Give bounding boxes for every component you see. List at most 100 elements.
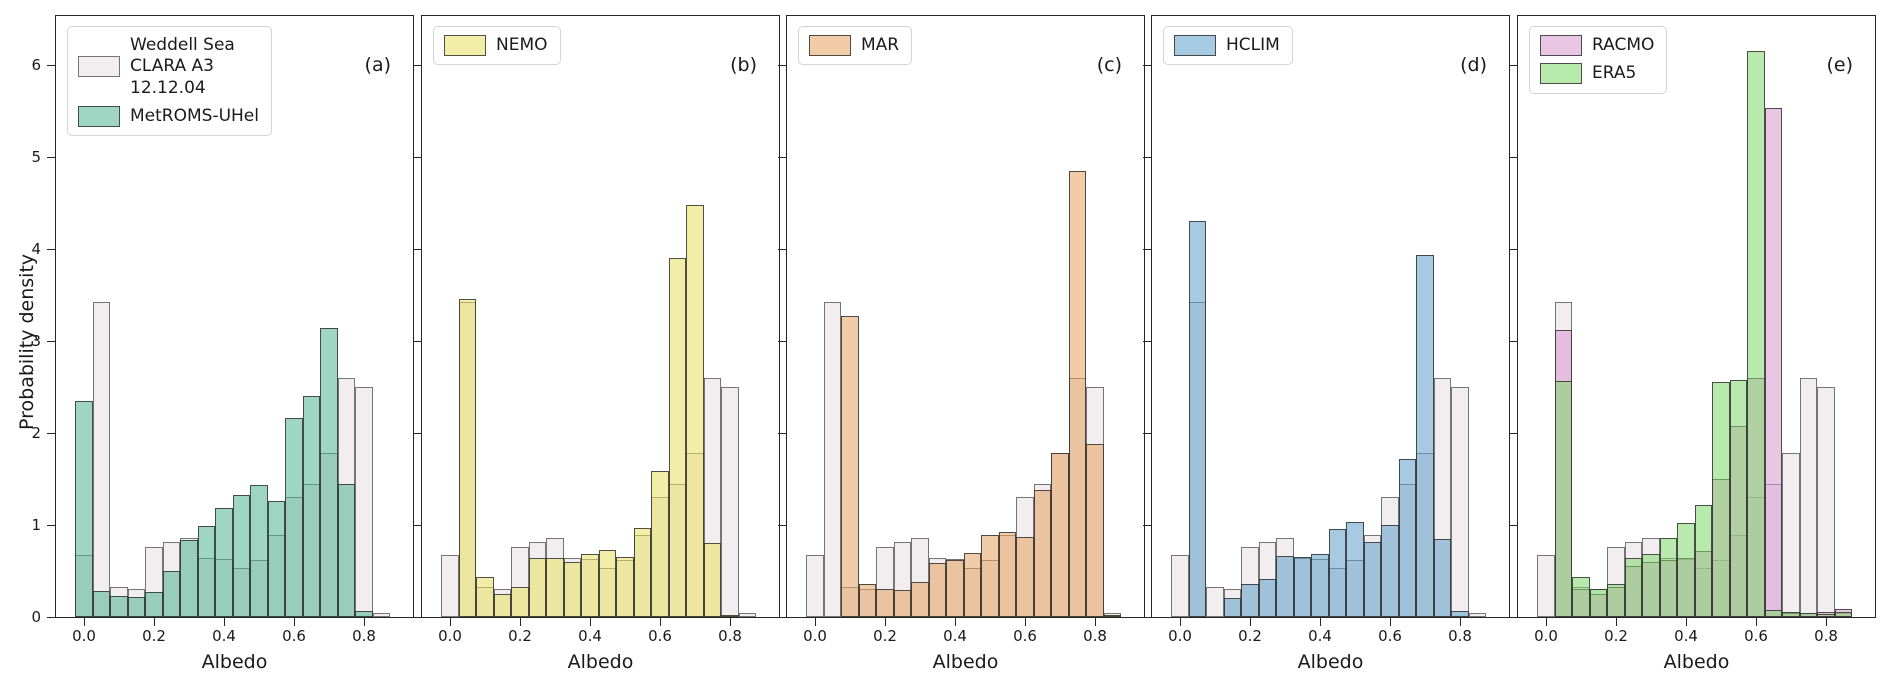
hclim-bar <box>1276 556 1294 617</box>
legend-entry-mar: MAR <box>809 35 899 57</box>
y-tick <box>1143 432 1151 434</box>
metroms-uhel-bar <box>75 400 93 617</box>
clara-legend-patch-icon <box>78 56 120 78</box>
y-tick <box>1509 64 1517 66</box>
clara-bar <box>721 386 739 617</box>
era5-bar <box>1589 589 1608 617</box>
x-tick <box>1546 618 1547 626</box>
clara-bar <box>1782 453 1800 617</box>
x-tick-label: 0.4 <box>1674 627 1698 645</box>
mar-bar <box>858 583 877 617</box>
x-tick <box>520 618 521 626</box>
clara-bar <box>92 302 111 617</box>
x-tick <box>224 618 225 626</box>
nemo-bar <box>651 470 669 617</box>
metroms-uhel-bar <box>250 485 268 617</box>
y-tick <box>778 248 786 250</box>
hclim-bar <box>1258 579 1277 617</box>
x-tick-label: 0.6 <box>282 627 306 645</box>
y-tick-label: 0 <box>31 608 41 626</box>
era5-bar <box>1747 50 1765 617</box>
mar-bar <box>911 582 929 617</box>
clara-bar <box>1171 555 1189 617</box>
nemo-bar <box>476 576 494 617</box>
x-tick-label: 0.8 <box>718 627 742 645</box>
x-tick-label: 0.2 <box>1238 627 1262 645</box>
metroms-uhel-bar <box>110 595 128 617</box>
x-tick-label: 0.8 <box>1448 627 1472 645</box>
clara-bar <box>806 555 824 617</box>
y-tick <box>413 64 421 66</box>
y-tick <box>1509 340 1517 342</box>
y-tick <box>1143 617 1151 618</box>
y-tick <box>1143 340 1151 342</box>
x-tick <box>1756 618 1757 626</box>
x-tick <box>885 618 886 626</box>
metroms-uhel-bar <box>92 591 111 617</box>
x-tick-label: 0.0 <box>1168 627 1192 645</box>
legend-label: ERA5 <box>1592 63 1637 84</box>
x-axis-label: Albedo <box>1663 651 1730 673</box>
y-tick <box>1509 432 1517 434</box>
x-tick <box>660 618 661 626</box>
era5-bar <box>1624 558 1643 617</box>
legend-entry-nemo: NEMO <box>444 35 548 57</box>
mar-bar <box>981 535 999 617</box>
metroms-uhel-legend-patch-icon <box>78 105 120 127</box>
era5-bar <box>1659 537 1678 617</box>
x-tick <box>1460 618 1461 626</box>
x-tick-label: 0.6 <box>1013 627 1037 645</box>
metroms-uhel-bar <box>215 508 233 617</box>
x-axis-label: Albedo <box>567 651 634 673</box>
metroms-uhel-bar <box>197 525 216 617</box>
legend-label: Weddell Sea CLARA A3 12.12.04 <box>130 35 235 98</box>
racmo-legend-patch-icon <box>1540 35 1582 57</box>
mar-bar <box>963 552 982 617</box>
y-tick-label: 4 <box>31 239 41 258</box>
x-tick-label: 0.0 <box>72 627 96 645</box>
era5-bar <box>1834 612 1853 617</box>
x-tick-label: 0.8 <box>1083 627 1107 645</box>
legend: MAR <box>798 26 913 66</box>
x-tick-label: 0.6 <box>1744 627 1768 645</box>
metroms-uhel-bar <box>320 328 338 617</box>
legend-label: RACMO <box>1592 35 1655 55</box>
mar-bar <box>998 532 1017 617</box>
x-tick-label: 0.8 <box>1814 627 1838 645</box>
panel-letter: (e) <box>1826 54 1853 76</box>
era5-bar <box>1712 382 1730 617</box>
y-tick <box>778 156 786 158</box>
hclim-bar <box>1433 538 1452 617</box>
era5-bar <box>1729 379 1748 617</box>
mar-bar <box>1068 170 1087 617</box>
nemo-legend-patch-icon <box>444 35 486 57</box>
panel-letter: (b) <box>730 54 757 76</box>
clara-bar <box>441 555 459 617</box>
nemo-bar <box>633 527 652 617</box>
hclim-bar <box>1363 541 1382 617</box>
nemo-bar <box>511 586 529 617</box>
y-tick <box>413 432 421 434</box>
nemo-bar <box>458 299 477 617</box>
metroms-uhel-bar <box>355 611 373 617</box>
x-tick <box>1616 618 1617 626</box>
mar-bar <box>841 316 859 617</box>
clara-bar <box>738 613 757 617</box>
hclim-bar <box>1451 610 1469 617</box>
x-tick <box>1095 618 1096 626</box>
legend-entry-metroms-uhel: MetROMS-UHel <box>78 106 259 127</box>
x-tick <box>1390 618 1391 626</box>
hclim-bar <box>1416 255 1434 617</box>
era5-bar <box>1799 613 1818 617</box>
mar-bar <box>1016 536 1034 617</box>
y-tick <box>1509 617 1517 618</box>
y-tick <box>1143 248 1151 250</box>
clara-bar <box>372 613 391 617</box>
x-tick <box>364 618 365 626</box>
nemo-bar <box>598 549 617 617</box>
y-tick-label: 6 <box>31 55 41 74</box>
y-tick <box>1143 64 1151 66</box>
panel-letter: (c) <box>1096 54 1122 76</box>
nemo-bar <box>668 258 687 617</box>
clara-bar <box>1817 386 1835 617</box>
